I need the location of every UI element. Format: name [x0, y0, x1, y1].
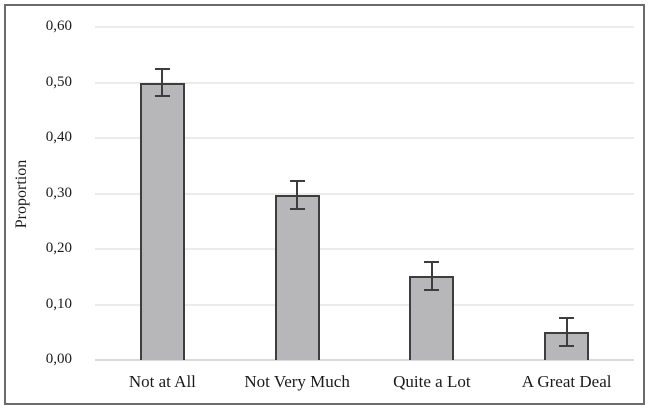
error-bar-line: [565, 318, 568, 347]
y-tick-label: 0,20: [45, 240, 72, 256]
y-tick-label: 0,40: [45, 129, 72, 145]
chart-frame: [4, 4, 645, 405]
gridline: [95, 81, 634, 84]
bar: [139, 82, 185, 360]
y-tick-label: 0,00: [45, 351, 72, 367]
error-bar-line: [430, 262, 433, 291]
error-bar-cap-top: [424, 261, 440, 264]
y-tick-label: 0,50: [45, 73, 72, 90]
error-bar-cap-bottom: [424, 289, 440, 292]
error-bar-cap-top: [289, 180, 305, 183]
error-bar-cap-top: [559, 317, 575, 320]
gridline: [95, 303, 634, 306]
error-bar-line: [161, 68, 164, 97]
error-bar-cap-top: [154, 67, 170, 70]
x-category-label: Not Very Much: [244, 372, 350, 391]
y-tick-label: 0,60: [45, 18, 72, 34]
error-bar-line: [296, 181, 299, 210]
x-axis-line: [95, 359, 634, 361]
y-tick-label: 0,30: [45, 184, 72, 201]
gridline: [95, 192, 634, 195]
x-category-label: A Great Deal: [521, 372, 612, 391]
bar: [274, 195, 320, 360]
x-category-label: Not at All: [128, 372, 196, 391]
y-tick-label: 0,10: [45, 295, 72, 312]
gridline: [95, 248, 634, 250]
error-bar-cap-bottom: [154, 95, 170, 98]
gridline: [95, 137, 634, 139]
error-bar-cap-bottom: [289, 208, 305, 211]
error-bar-cap-bottom: [559, 345, 575, 348]
gridline: [95, 26, 634, 28]
x-category-label: Quite a Lot: [393, 372, 471, 391]
